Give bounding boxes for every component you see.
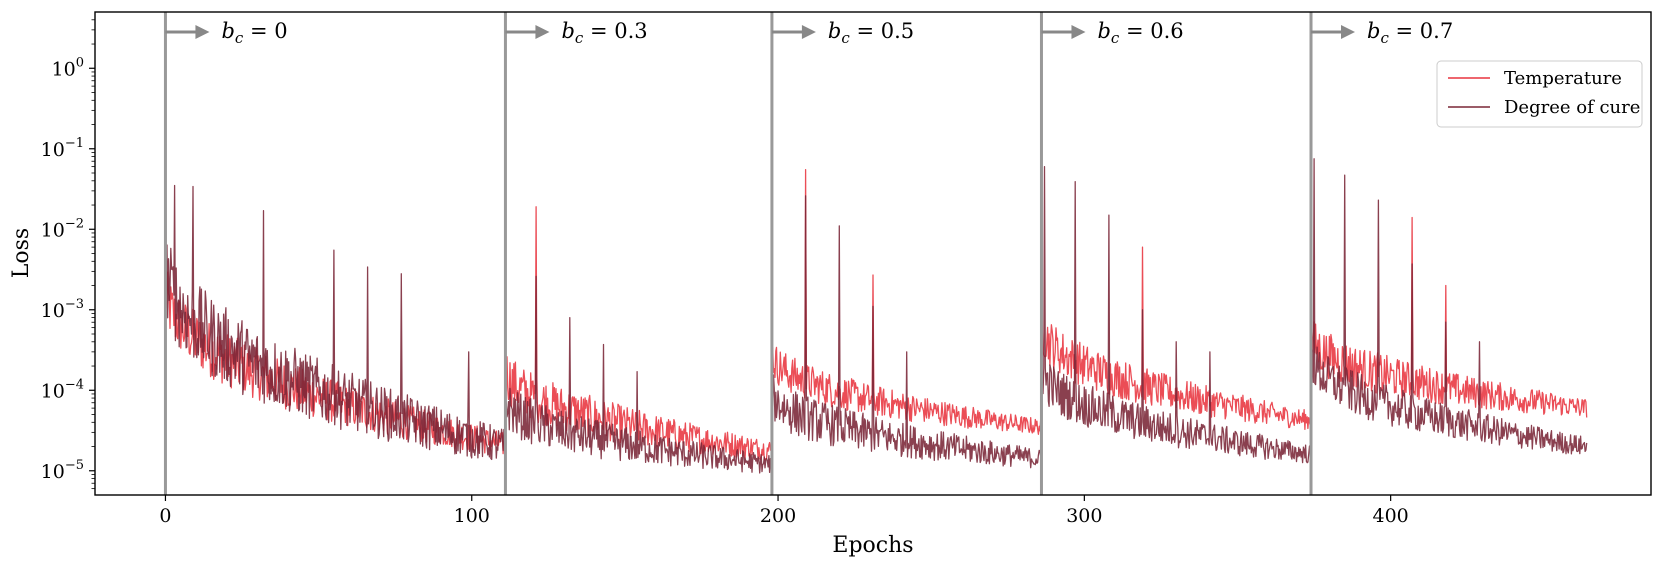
x-tick-label: 300	[1066, 505, 1102, 527]
x-tick-label: 200	[760, 505, 796, 527]
phase-label: bc = 0.7	[1367, 19, 1453, 47]
phase-label: bc = 0.3	[561, 19, 647, 47]
phase-marker-5: bc = 0.7	[1309, 12, 1453, 495]
x-tick-label: 0	[159, 505, 171, 527]
x-axis-title: Epochs	[832, 533, 913, 558]
phase-arrow-head	[801, 25, 816, 39]
legend-entry: Degree of cure	[1448, 97, 1640, 118]
phase-label: bc = 0.5	[828, 19, 914, 47]
series-layer	[164, 71, 1588, 474]
legend-label: Degree of cure	[1504, 97, 1640, 118]
axes: 0 100 200 300 400 10−5 10−4 10−3 10−2 10−1 100	[41, 19, 1409, 527]
legend-entry: Temperature	[1448, 68, 1622, 89]
phase-label: bc = 0	[221, 19, 287, 47]
phase-label: bc = 0.6	[1097, 19, 1183, 47]
legend-label: Temperature	[1504, 68, 1622, 89]
series-line-phase-5	[1310, 158, 1588, 455]
phase-arrow-head	[1341, 25, 1356, 39]
y-tick-label: 10−2	[41, 216, 84, 241]
series-line-phase-3	[771, 195, 1042, 469]
phase-arrow-head	[535, 25, 550, 39]
y-tick-label: 10−1	[41, 136, 84, 161]
y-tick-label: 10−4	[41, 377, 84, 402]
phase-arrow-head	[195, 25, 210, 39]
phase-marker-1: bc = 0	[163, 12, 288, 495]
series-line-phase-2	[504, 275, 773, 474]
phase-markers: bc = 0 bc = 0.3 bc = 0.5 bc = 0.6 bc = 0.7	[163, 12, 1453, 495]
series-line-phase-4	[1040, 165, 1312, 464]
y-axis-title: Loss	[9, 228, 34, 278]
series-degree-of-cure	[164, 71, 1588, 474]
y-tick-label: 10−3	[41, 297, 84, 322]
y-tick-label: 10−5	[41, 458, 84, 483]
phase-marker-3: bc = 0.5	[770, 12, 914, 495]
legend: Temperature Degree of cure	[1436, 60, 1643, 128]
series-line-phase-1	[164, 71, 507, 461]
series-line-phase-2	[504, 206, 773, 461]
phase-marker-4: bc = 0.6	[1039, 12, 1184, 495]
y-tick-label: 100	[52, 55, 84, 80]
x-tick-label: 400	[1373, 505, 1409, 527]
series-line-phase-5	[1310, 216, 1588, 418]
phase-marker-2: bc = 0.3	[503, 12, 648, 495]
x-tick-label: 100	[454, 505, 490, 527]
phase-arrow-head	[1071, 25, 1086, 39]
